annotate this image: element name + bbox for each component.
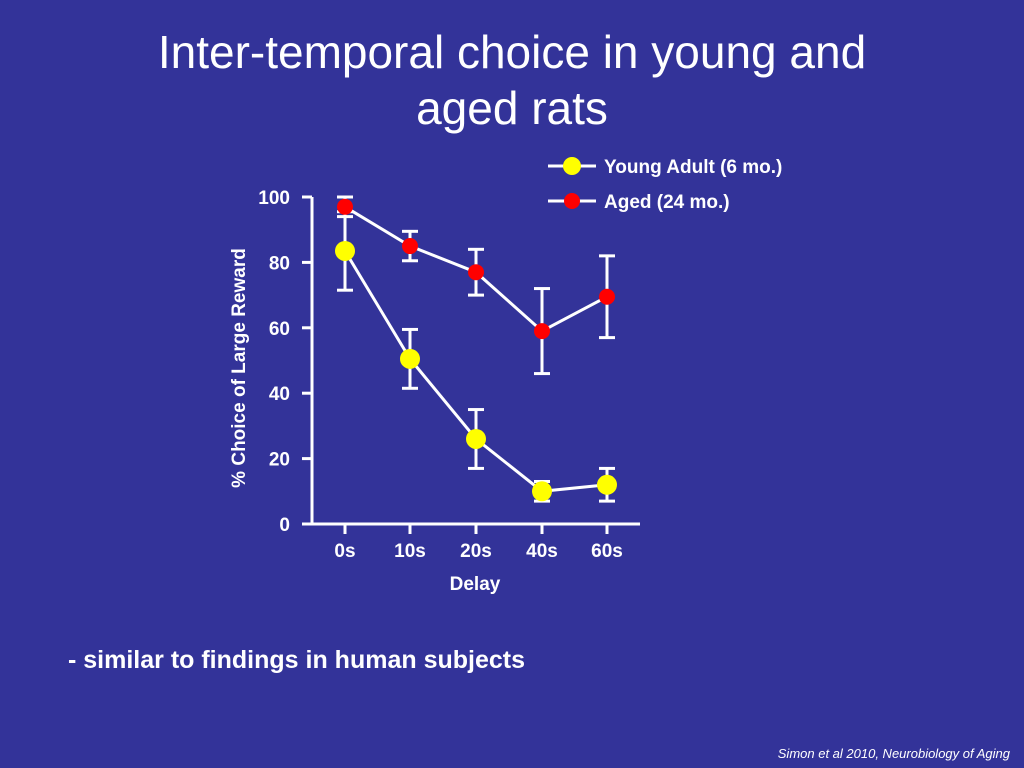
x-axis: 0s 10s 20s 40s 60s bbox=[311, 522, 640, 562]
data-point-young bbox=[335, 240, 355, 261]
title-line-1: Inter-temporal choice in young and bbox=[157, 26, 867, 78]
data-point-aged bbox=[534, 323, 550, 340]
x-tick-label: 40s bbox=[526, 541, 558, 562]
data-point-young bbox=[400, 348, 420, 369]
chart: 0 20 40 60 80 100 0s 10s 20s 40s 60s Delay % Choi… bbox=[229, 157, 782, 595]
x-axis-label: Delay bbox=[450, 574, 501, 595]
x-tick-label: 0s bbox=[334, 541, 355, 562]
legend-label-young: Young Adult (6 mo.) bbox=[604, 157, 782, 178]
y-tick-label: 100 bbox=[258, 188, 290, 209]
series-layer bbox=[335, 195, 617, 503]
data-point-young bbox=[532, 481, 552, 502]
legend-marker-aged bbox=[564, 193, 580, 209]
title-line-2: aged rats bbox=[416, 82, 608, 134]
x-tick-label: 10s bbox=[394, 541, 426, 562]
citation: Simon et al 2010, Neurobiology of Aging bbox=[777, 746, 1010, 761]
y-tick-label: 40 bbox=[269, 384, 290, 405]
series-young bbox=[335, 210, 617, 503]
legend-item-young: Young Adult (6 mo.) bbox=[548, 157, 782, 178]
data-point-aged bbox=[402, 238, 418, 255]
bullet-text: - similar to findings in human subjects bbox=[68, 646, 525, 674]
y-tick-label: 0 bbox=[279, 515, 290, 536]
y-axis: 0 20 40 60 80 100 bbox=[258, 188, 314, 536]
legend-item-aged: Aged (24 mo.) bbox=[548, 192, 730, 213]
data-point-aged bbox=[468, 264, 484, 281]
y-tick-label: 20 bbox=[269, 450, 290, 471]
data-point-young bbox=[466, 428, 486, 449]
legend: Young Adult (6 mo.) Aged (24 mo.) bbox=[548, 157, 782, 213]
x-tick-label: 20s bbox=[460, 541, 492, 562]
series-aged bbox=[337, 195, 615, 376]
data-point-aged bbox=[337, 198, 353, 215]
data-point-aged bbox=[599, 288, 615, 305]
legend-marker-young bbox=[563, 157, 581, 175]
slide-title: Inter-temporal choice in young and aged … bbox=[0, 24, 1024, 136]
y-axis-label: % Choice of Large Reward bbox=[229, 248, 250, 488]
x-tick-label: 60s bbox=[591, 541, 623, 562]
legend-label-aged: Aged (24 mo.) bbox=[604, 192, 730, 213]
y-tick-label: 60 bbox=[269, 319, 290, 340]
y-tick-label: 80 bbox=[269, 253, 290, 274]
data-point-young bbox=[597, 474, 617, 495]
